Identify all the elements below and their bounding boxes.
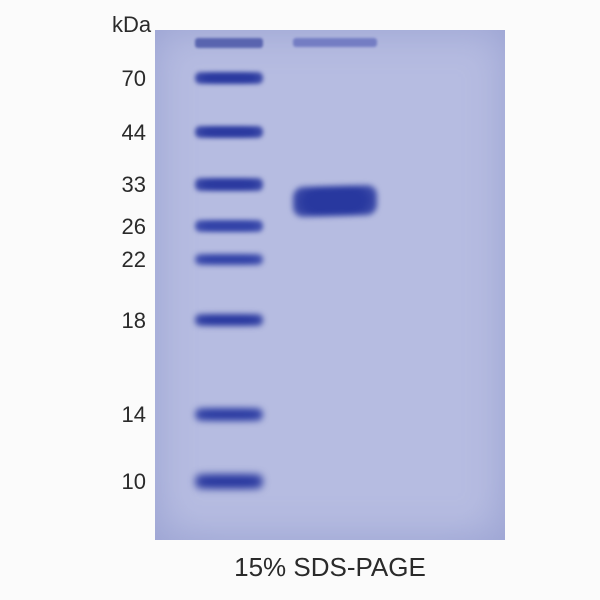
ladder-band-44kda xyxy=(195,126,263,138)
ladder-band-33kda xyxy=(195,178,263,191)
ladder-band-14kda xyxy=(195,408,263,421)
kda-unit-label: kDa xyxy=(112,12,151,38)
ladder-band-10kda xyxy=(195,474,263,489)
ladder-lane xyxy=(195,30,263,540)
ladder-band-26kda xyxy=(195,220,263,232)
sample-well xyxy=(293,38,377,47)
ladder-band-22kda xyxy=(195,254,263,265)
kda-label-44: 44 xyxy=(106,120,146,146)
gel-figure: kDa 70 44 33 26 22 18 14 10 15% SDS-PAGE xyxy=(0,0,600,600)
ladder-well xyxy=(195,38,263,48)
kda-label-26: 26 xyxy=(106,214,146,240)
ladder-band-70kda xyxy=(195,72,263,84)
sample-lane xyxy=(293,30,377,540)
kda-label-10: 10 xyxy=(106,469,146,495)
caption-text: 15% SDS-PAGE xyxy=(170,552,490,583)
gel-area xyxy=(155,30,505,540)
kda-label-18: 18 xyxy=(106,308,146,334)
kda-label-22: 22 xyxy=(106,247,146,273)
kda-label-33: 33 xyxy=(106,172,146,198)
kda-label-70: 70 xyxy=(106,66,146,92)
kda-label-14: 14 xyxy=(106,402,146,428)
ladder-band-18kda xyxy=(195,314,263,326)
sample-band-1 xyxy=(293,185,377,217)
